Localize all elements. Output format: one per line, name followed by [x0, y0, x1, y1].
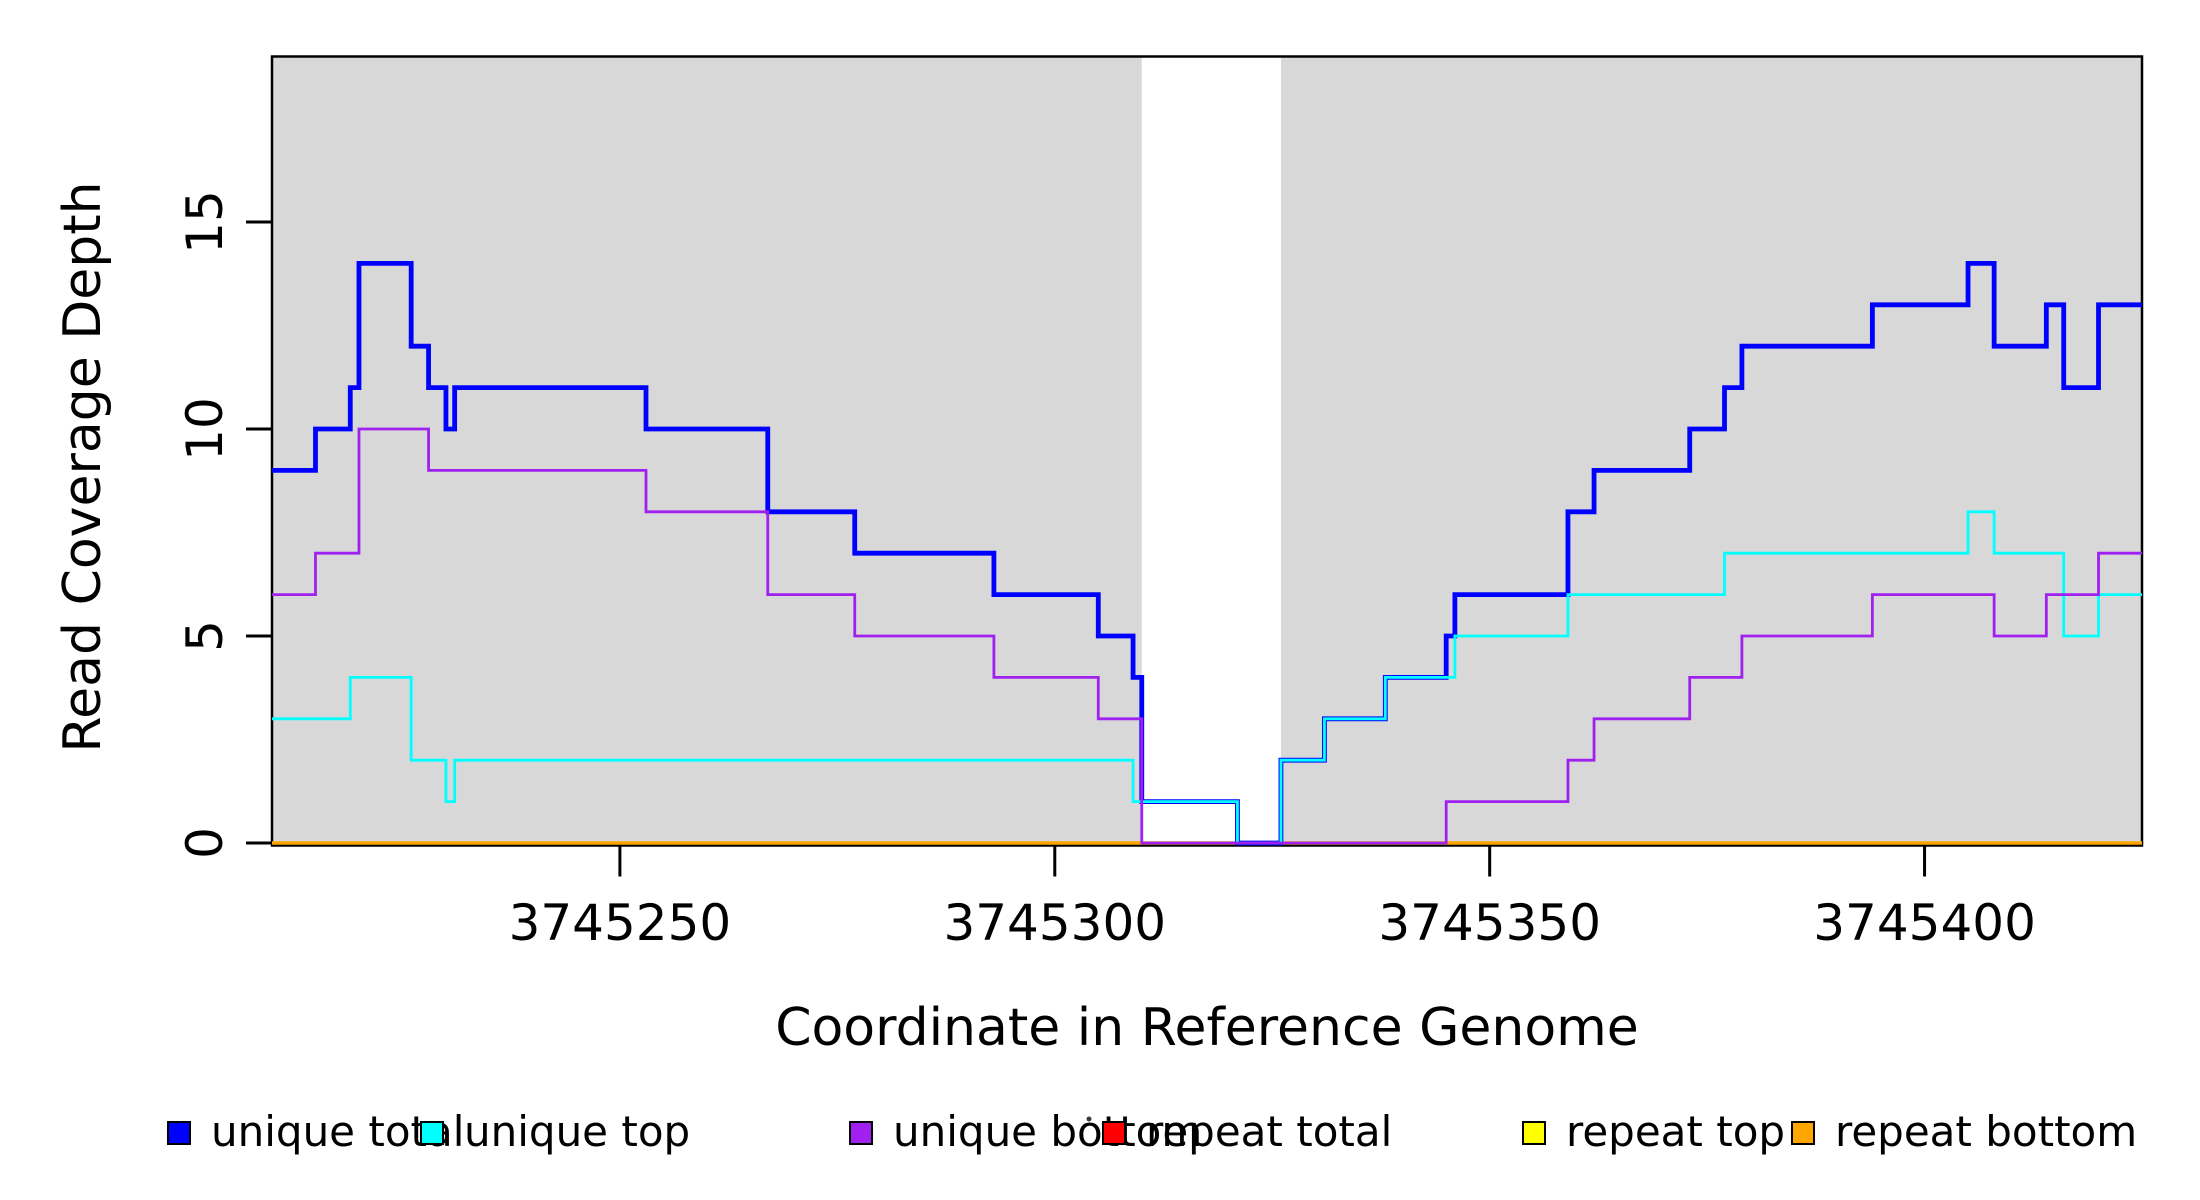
y-tick-label: 5 [176, 620, 234, 652]
shaded-region-0 [272, 57, 1142, 845]
series-unique-bottom [272, 427, 2142, 845]
y-tick-label: 10 [176, 397, 234, 461]
x-axis-title: Coordinate in Reference Genome [775, 998, 1639, 1058]
legend-label-unique-bottom: unique bottom [893, 1107, 1202, 1156]
legend-swatch-repeat-bottom [1791, 1121, 1815, 1145]
data-series [272, 261, 2142, 846]
legend-label-repeat-total: repeat total [1146, 1107, 1392, 1156]
x-tick-label: 3745350 [1378, 894, 1601, 952]
axis-ticks: 0 5 10 15 3745250 3745300 3745350 3745400 [176, 190, 2036, 952]
stray-dot [1086, 1116, 1092, 1122]
legend: unique total unique top unique bottomrepea… [167, 1107, 2137, 1156]
shaded-regions [272, 57, 2142, 845]
y-axis-title: Read Coverage Depth [53, 181, 113, 752]
legend-swatch-unique-top [420, 1121, 444, 1145]
legend-label-repeat-bottom: repeat bottom [1835, 1107, 2137, 1156]
legend-label-unique-top: unique top [464, 1107, 690, 1156]
x-tick-label: 3745250 [509, 894, 732, 952]
legend-swatch-unique-total [167, 1121, 191, 1145]
y-tick-label: 15 [176, 190, 234, 254]
x-tick-label: 3745300 [943, 894, 1166, 952]
series-unique-top [272, 510, 2142, 845]
legend-swatch-unique-bottom [849, 1121, 873, 1145]
legend-swatch-repeat-total [1102, 1121, 1126, 1145]
plot-frame [270, 55, 2144, 847]
legend-label-repeat-top: repeat top [1566, 1107, 1785, 1156]
plot-box [270, 55, 2144, 847]
legend-swatch-repeat-top [1522, 1121, 1546, 1145]
x-tick-label: 3745400 [1813, 894, 2036, 952]
shaded-region-1 [1280, 57, 2142, 845]
y-tick-label: 0 [176, 827, 234, 859]
